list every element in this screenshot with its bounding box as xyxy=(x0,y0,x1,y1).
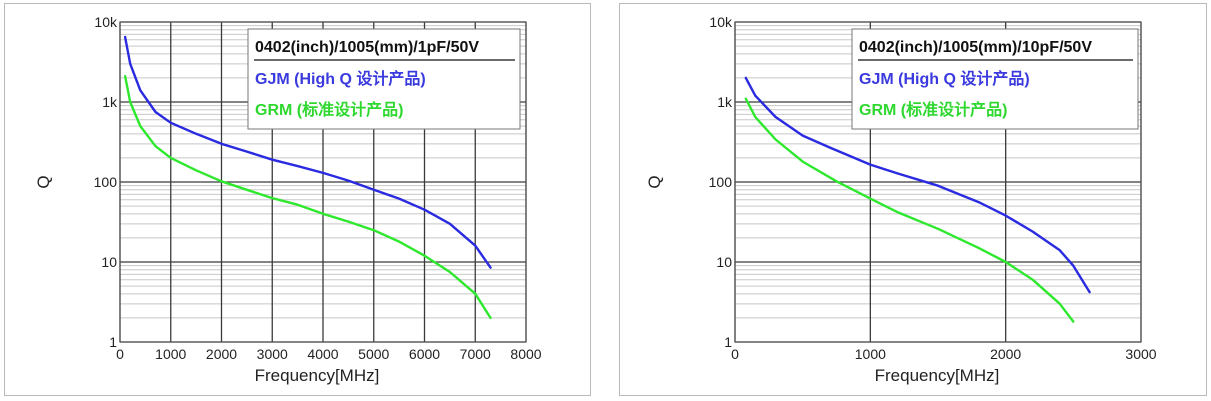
x-tick-label: 3000 xyxy=(1125,346,1156,362)
y-tick-label: 10 xyxy=(716,254,732,270)
legend-entry-grm: GRM (标准设计产品) xyxy=(859,100,1007,119)
x-tick-label: 2000 xyxy=(990,346,1021,362)
y-tick-label: 10k xyxy=(709,14,733,30)
series-line-gjm xyxy=(744,76,1091,294)
x-axis-label: Frequency[MHz] xyxy=(255,366,380,385)
y-tick-label: 10 xyxy=(101,254,117,270)
x-tick-label: 8000 xyxy=(510,346,541,362)
series-line-grm xyxy=(123,75,492,320)
x-tick-label: 0 xyxy=(116,346,124,362)
y-tick-label: 1 xyxy=(109,334,117,350)
legend-entry-gjm: GJM (High Q 设计产品) xyxy=(859,69,1030,88)
x-tick-label: 4000 xyxy=(307,346,338,362)
y-tick-label: 1k xyxy=(717,94,733,110)
y-tick-label: 1 xyxy=(724,334,732,350)
x-tick-label: 3000 xyxy=(257,346,288,362)
x-tick-label: 1000 xyxy=(155,346,186,362)
x-tick-label: 1000 xyxy=(855,346,886,362)
chart-left: 1 10 100 1k 10k 0 1000 2000 3000 4000 5000 6000 7000… xyxy=(34,14,542,385)
series-line-gjm xyxy=(123,35,492,269)
y-tick-label: 100 xyxy=(94,174,118,190)
legend-title: 0402(inch)/1005(mm)/1pF/50V xyxy=(255,39,479,56)
legend-entry-gjm: GJM (High Q 设计产品) xyxy=(255,69,426,88)
y-axis-label: Q xyxy=(645,175,664,188)
x-tick-label: 2000 xyxy=(206,346,237,362)
x-tick-label: 6000 xyxy=(409,346,440,362)
x-axis-label: Frequency[MHz] xyxy=(875,366,1000,385)
series-line-grm xyxy=(744,97,1075,323)
legend-entry-grm: GRM (标准设计产品) xyxy=(255,100,403,119)
y-tick-label: 1k xyxy=(102,94,118,110)
x-tick-label: 7000 xyxy=(460,346,491,362)
legend-title: 0402(inch)/1005(mm)/10pF/50V xyxy=(859,39,1092,56)
y-axis-label: Q xyxy=(34,175,53,188)
y-tick-label: 100 xyxy=(709,174,733,190)
legend: 0402(inch)/1005(mm)/1pF/50V GJM (High Q … xyxy=(247,28,521,130)
legend: 0402(inch)/1005(mm)/10pF/50V GJM (High Q… xyxy=(851,28,1139,130)
y-tick-label: 10k xyxy=(94,14,118,30)
x-tick-label: 0 xyxy=(731,346,739,362)
x-tick-label: 5000 xyxy=(358,346,389,362)
